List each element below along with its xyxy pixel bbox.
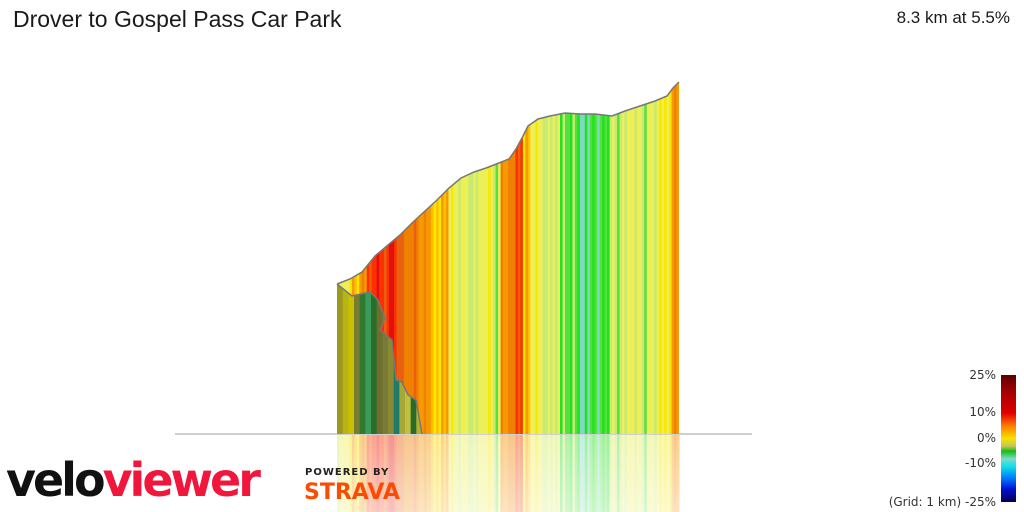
legend-label-minus10: -10% (964, 456, 996, 470)
veloviewer-logo[interactable]: veloviewer (6, 453, 261, 507)
segment-stats: 8.3 km at 5.5% (896, 8, 1010, 27)
legend-label-minus25: (Grid: 1 km) -25% (888, 495, 996, 509)
legend-label-0: 0% (976, 431, 996, 445)
reflection (330, 435, 690, 512)
front-outline (336, 283, 423, 435)
legend-label-25: 25% (969, 368, 996, 382)
gradient-color-scale (1001, 375, 1016, 502)
strava-logo[interactable]: STRAVA (304, 480, 400, 505)
gradient-stripes (337, 82, 679, 434)
profile-outline (336, 81, 680, 285)
segment-title: Drover to Gospel Pass Car Park (13, 6, 342, 32)
legend-label-10: 10% (969, 405, 996, 419)
powered-by-label: POWERED BY (305, 467, 390, 478)
